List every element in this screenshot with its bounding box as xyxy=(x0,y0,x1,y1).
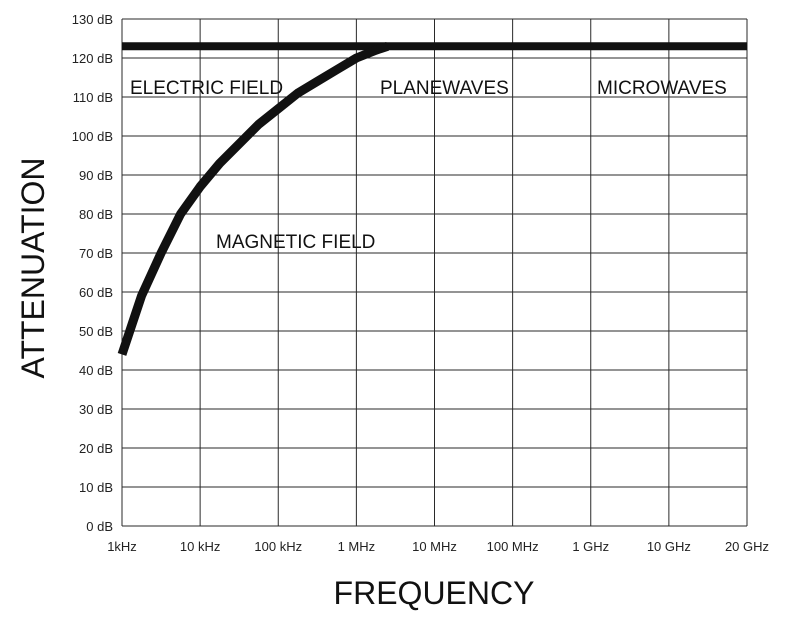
y-tick-label: 130 dB xyxy=(72,12,113,27)
y-tick-label: 50 dB xyxy=(79,324,113,339)
annotation-electric-field: ELECTRIC FIELD xyxy=(130,78,283,99)
x-tick-label: 100 MHz xyxy=(487,539,539,554)
x-tick-label: 20 GHz xyxy=(725,539,769,554)
y-tick-label: 90 dB xyxy=(79,168,113,183)
x-tick-label: 10 kHz xyxy=(180,539,220,554)
y-tick-label: 20 dB xyxy=(79,441,113,456)
annotation-microwaves: MICROWAVES xyxy=(597,78,727,99)
y-tick-label: 120 dB xyxy=(72,51,113,66)
y-tick-label: 10 dB xyxy=(79,480,113,495)
magnetic-field-curve xyxy=(117,42,390,356)
annotation-planewaves: PLANEWAVES xyxy=(380,78,509,99)
y-tick-labels: 0 dB 10 dB 20 dB 30 dB 40 dB 50 dB 60 dB 70 dB 8… xyxy=(72,12,113,534)
y-axis-title: ATTENUATION xyxy=(15,157,51,378)
grid xyxy=(121,18,748,527)
y-tick-label: 30 dB xyxy=(79,402,113,417)
x-tick-label: 1kHz xyxy=(107,539,137,554)
x-tick-label: 1 GHz xyxy=(572,539,609,554)
y-tick-label: 40 dB xyxy=(79,363,113,378)
y-tick-label: 100 dB xyxy=(72,129,113,144)
x-axis-title: FREQUENCY xyxy=(334,575,535,611)
y-tick-label: 110 dB xyxy=(73,90,113,105)
y-tick-label: 70 dB xyxy=(79,246,113,261)
annotation-magnetic-field: MAGNETIC FIELD xyxy=(216,232,375,253)
x-tick-label: 100 kHz xyxy=(254,539,302,554)
x-tick-label: 1 MHz xyxy=(338,539,376,554)
y-tick-label: 80 dB xyxy=(79,207,113,222)
series xyxy=(117,42,747,356)
y-tick-label: 0 dB xyxy=(86,519,113,534)
x-tick-label: 10 MHz xyxy=(412,539,457,554)
x-tick-labels: 1kHz 10 kHz 100 kHz 1 MHz 10 MHz 100 MHz 1 GHz… xyxy=(107,539,769,554)
y-tick-label: 60 dB xyxy=(79,285,113,300)
x-tick-label: 10 GHz xyxy=(647,539,691,554)
